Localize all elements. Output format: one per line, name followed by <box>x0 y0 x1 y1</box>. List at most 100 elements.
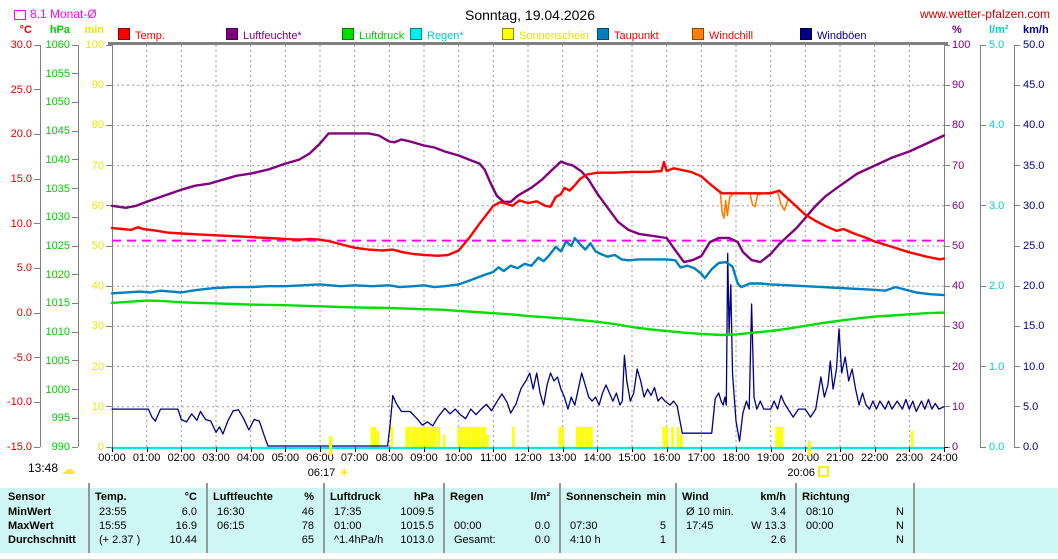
axis-tick-temp <box>34 401 40 403</box>
legend-swatch-icon <box>410 28 422 40</box>
legend-item-8: Windböen <box>800 28 867 42</box>
table-cell: 2.6 <box>686 534 786 547</box>
axis-tick-label-min: 50 <box>91 240 104 252</box>
website-link[interactable]: www.wetter-pfalzen.com <box>919 7 1050 21</box>
time-tick-label: 08:00 <box>375 452 404 464</box>
sunrise-tick <box>329 436 332 455</box>
page-title: Sonntag, 19.04.2026 <box>464 7 595 23</box>
axis-tick-label-min: 10 <box>91 400 104 413</box>
time-tick <box>840 447 841 452</box>
axis-tick-label-pct: 10 <box>952 400 965 413</box>
legend-label: Sonnenschein <box>519 30 589 42</box>
axis-tick-label-temp: 30.0 <box>10 39 32 51</box>
axis-tick-label-hpa: 1035 <box>45 182 70 195</box>
table-cell-value: 1015.5 <box>400 520 434 532</box>
updated-time-label: 13:48 ☁ <box>28 461 75 478</box>
axis-tick-temp <box>34 44 40 46</box>
axis-tick-label-hpa: 1045 <box>45 125 70 138</box>
axis-tick-hpa <box>72 360 78 362</box>
axis-tick-label-kmh: 5.0 <box>1023 400 1039 413</box>
table-cell: 15:55 16.9 <box>99 520 197 533</box>
sunrise-label: 06:17 ☀ <box>294 466 350 480</box>
axis-unit-pct: % <box>952 24 962 36</box>
table-cell: 23:55 6.0 <box>99 506 197 519</box>
axis-tick-lm2 <box>980 366 986 368</box>
axis-line-temp <box>40 45 41 447</box>
month-average-text: 8.1 Monat-Ø <box>30 7 97 21</box>
legend-item-5: Sonnenschein <box>502 28 589 42</box>
table-cell: ^1.4hPa/h 1013.0 <box>334 534 434 547</box>
legend-swatch-icon <box>692 28 704 40</box>
table-cell-value: 78 <box>301 520 314 532</box>
series-sonnenschein-bar <box>477 426 481 447</box>
axis-tick-label-kmh: 30.0 <box>1023 199 1045 212</box>
axis-tick-lm2 <box>980 285 986 287</box>
series-sonnenschein-bar <box>486 434 489 447</box>
axis-tick-hpa <box>72 159 78 161</box>
legend-item-4: Regen* <box>410 28 464 42</box>
table-cell-value: 3.4 <box>770 506 786 518</box>
axis-tick-label-pct: 70 <box>952 159 965 172</box>
axis-tick-label-pct: 90 <box>952 79 965 92</box>
axis-tick-label-hpa: 1020 <box>45 268 70 281</box>
table-cell-time: 08:10 <box>806 506 834 518</box>
axis-tick-min <box>106 366 112 368</box>
table-cell-time: 23:55 <box>99 506 127 518</box>
time-tick-label: 06:00 <box>306 452 334 464</box>
series-sonnenschein-bar <box>587 426 590 447</box>
axis-tick-label-kmh: 40.0 <box>1023 119 1045 132</box>
axis-tick-label-temp: -15.0 <box>6 441 32 453</box>
time-tick-label: 04:00 <box>236 452 265 464</box>
axis-tick-label-temp: -10.0 <box>6 396 32 409</box>
time-tick <box>181 447 183 452</box>
legend-item-1: Temp. <box>118 28 165 42</box>
series-sonnenschein-bar <box>434 426 437 447</box>
series-sonnenschein-bar <box>474 426 478 447</box>
time-tick <box>354 447 356 452</box>
axis-tick-hpa <box>72 389 78 391</box>
series-sonnenschein-bar <box>480 426 484 447</box>
table-cell: Gesamt: 0.0 <box>454 534 550 547</box>
table-cell: N <box>806 534 904 547</box>
series-sonnenschein-bar <box>584 426 588 447</box>
series-sonnenschein-bar <box>390 426 394 447</box>
table-cell-value: N <box>896 520 904 532</box>
axis-tick-label-kmh: 35.0 <box>1023 159 1045 172</box>
axis-tick-lm2 <box>980 44 986 46</box>
plot-right-border <box>944 45 945 447</box>
sunset-time: 20:06 <box>787 467 815 479</box>
table-cell-value: N <box>896 534 904 546</box>
axis-tick-label-pct: 20 <box>952 360 965 373</box>
axis-tick-temp <box>34 446 40 448</box>
table-cell: 00:00 0.0 <box>454 520 550 533</box>
table-col-unit: % <box>304 491 314 503</box>
axis-tick-label-lm2: 1.0 <box>989 360 1005 373</box>
legend-item-2: Luftfeuchte* <box>226 28 302 42</box>
axis-tick-label-pct: 50 <box>952 240 965 252</box>
time-tick-label: 07:00 <box>340 452 369 464</box>
time-tick <box>146 447 148 452</box>
time-tick-label: 10:00 <box>444 452 473 464</box>
time-tick <box>632 447 633 452</box>
time-tick <box>944 447 945 452</box>
axis-tick-label-min: 40 <box>91 280 104 293</box>
axis-tick-pct <box>944 84 950 86</box>
axis-tick-temp <box>34 312 40 314</box>
time-tick-label: 05:00 <box>271 452 300 464</box>
time-tick-label: 02:00 <box>167 452 196 464</box>
time-tick <box>424 447 425 452</box>
table-separator <box>913 483 915 553</box>
series-sonnenschein-bar <box>437 426 440 447</box>
time-tick-label: 21:00 <box>826 452 854 464</box>
axis-tick-kmh <box>1014 406 1020 408</box>
axis-tick-label-hpa: 1050 <box>45 96 70 109</box>
table-separator <box>559 483 561 553</box>
series-luftfeuchte-line <box>110 132 946 264</box>
series-sonnenschein-bar <box>483 426 486 447</box>
series-windchill-line <box>700 175 807 220</box>
table-cell <box>454 506 550 519</box>
table-cell-time: 17:35 <box>334 506 362 518</box>
axis-tick-label-lm2: 3.0 <box>989 199 1005 212</box>
time-tick <box>216 447 217 452</box>
